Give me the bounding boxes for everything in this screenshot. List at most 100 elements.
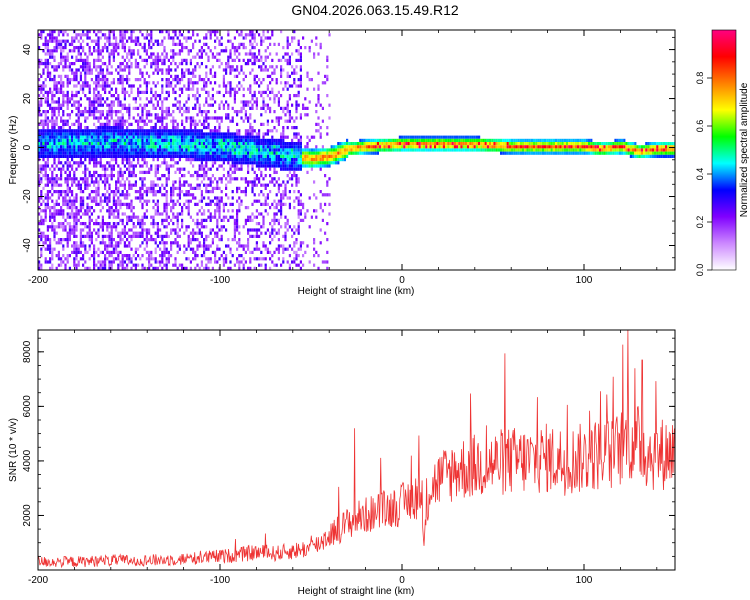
spectrogram-cell xyxy=(242,148,245,152)
spectrogram-cell xyxy=(57,126,60,130)
spectrogram-cell xyxy=(57,202,60,206)
spectrogram-cell xyxy=(238,145,241,149)
spectrogram-cell xyxy=(79,190,82,194)
spectrogram-cell xyxy=(225,183,228,187)
spectrogram-cell xyxy=(64,129,67,133)
spectrogram-cell xyxy=(101,151,104,155)
spectrogram-cell xyxy=(269,138,272,142)
spectrogram-cell xyxy=(194,132,197,136)
spectrogram-cell xyxy=(203,154,206,158)
spectrogram-cell xyxy=(185,154,188,158)
spectrogram-cell xyxy=(196,158,199,162)
spectrogram-cell xyxy=(167,84,170,88)
spectrogram-cell xyxy=(183,231,186,235)
spectrogram-cell xyxy=(231,209,234,213)
spectrogram-cell xyxy=(167,30,170,34)
spectrogram-cell xyxy=(159,212,162,216)
spectrogram-cell xyxy=(108,113,111,117)
spectrogram-cell xyxy=(253,90,256,94)
spectrogram-cell xyxy=(266,148,269,152)
spectrogram-cell xyxy=(269,142,272,146)
spectrogram-cell xyxy=(291,138,294,142)
spectrogram-cell xyxy=(321,106,324,110)
spectrogram-cell xyxy=(79,132,82,136)
spectrogram-cell xyxy=(77,260,80,264)
spectrogram-cell xyxy=(258,84,261,88)
spectrogram-cell xyxy=(46,74,49,78)
spectrogram-cell xyxy=(302,206,305,210)
spectrogram-cell xyxy=(95,68,98,72)
spectrogram-cell xyxy=(119,110,122,114)
spectrogram-cell xyxy=(112,49,115,53)
spectrogram-cell xyxy=(165,257,168,261)
spectrogram-cell xyxy=(236,55,239,59)
spectrogram-cell xyxy=(319,132,322,136)
spectrogram-cell xyxy=(205,257,208,261)
spectrogram-cell xyxy=(66,244,69,248)
spectrogram-cell xyxy=(170,62,173,66)
spectrogram-cell xyxy=(95,132,98,136)
spectrogram-cell xyxy=(88,193,91,197)
spectrogram-cell xyxy=(75,145,78,149)
spectrogram-cell xyxy=(123,142,126,146)
spectrogram-cell xyxy=(161,90,164,94)
spectrogram-cell xyxy=(225,135,228,139)
spectrogram-cell xyxy=(108,238,111,242)
spectrogram-cell xyxy=(106,119,109,123)
spectrogram-cell xyxy=(167,257,170,261)
spectrogram-cell xyxy=(216,218,219,222)
spectrogram-cell xyxy=(236,218,239,222)
spectrogram-cell xyxy=(126,222,129,226)
spectrogram-cell xyxy=(207,196,210,200)
spectrogram-cell xyxy=(141,110,144,114)
spectrogram-cell xyxy=(271,161,274,165)
spectrogram-cell xyxy=(53,46,56,50)
spectrogram-cell xyxy=(165,161,168,165)
spectrogram-cell xyxy=(198,266,201,270)
spectrogram-cell xyxy=(231,254,234,258)
spectrogram-cell xyxy=(68,151,71,155)
spectrogram-cell xyxy=(119,126,122,130)
spectrogram-cell xyxy=(79,78,82,82)
spectrogram-cell xyxy=(112,94,115,98)
spectrogram-cell xyxy=(145,132,148,136)
spectrogram-cell xyxy=(216,260,219,264)
spectrogram-cell xyxy=(93,244,96,248)
spectrogram-cell xyxy=(121,78,124,82)
spectrogram-cell xyxy=(121,263,124,267)
spectrogram-cell xyxy=(82,81,85,85)
spectrogram-cell xyxy=(280,225,283,229)
spectrogram-cell xyxy=(53,87,56,91)
spectrogram-cell xyxy=(79,234,82,238)
spectrogram-cell xyxy=(93,254,96,258)
spectrogram-cell xyxy=(84,260,87,264)
spectrogram-cell xyxy=(86,126,89,130)
spectrogram-cell xyxy=(121,228,124,232)
spectrogram-cell xyxy=(271,151,274,155)
spectrogram-cell xyxy=(216,129,219,133)
spectrogram-cell xyxy=(229,202,232,206)
spectrogram-cell xyxy=(299,74,302,78)
spectrogram-cell xyxy=(57,129,60,133)
spectrogram-cell xyxy=(150,145,153,149)
spectrogram-cell xyxy=(321,161,324,165)
spectrogram-cell xyxy=(291,103,294,107)
spectrogram-cell xyxy=(57,250,60,254)
spectrogram-cell xyxy=(176,154,179,158)
spectrogram-cell xyxy=(137,142,140,146)
spectrogram-cell xyxy=(145,97,148,101)
spectrogram-cell xyxy=(247,100,250,104)
spectrogram-cell xyxy=(288,113,291,117)
spectrogram-cell xyxy=(251,129,254,133)
spectrogram-cell xyxy=(139,177,142,181)
spectrogram-cell xyxy=(205,225,208,229)
spectrogram-cell xyxy=(46,164,49,168)
spectrogram-cell xyxy=(293,145,296,149)
spectrogram-cell xyxy=(200,87,203,91)
spectrogram-cell xyxy=(60,81,63,85)
spectrogram-cell xyxy=(231,68,234,72)
spectrogram-cell xyxy=(51,116,54,120)
spectrogram-cell xyxy=(55,129,58,133)
spectrogram-cell xyxy=(238,238,241,242)
spectrogram-cell xyxy=(130,55,133,59)
